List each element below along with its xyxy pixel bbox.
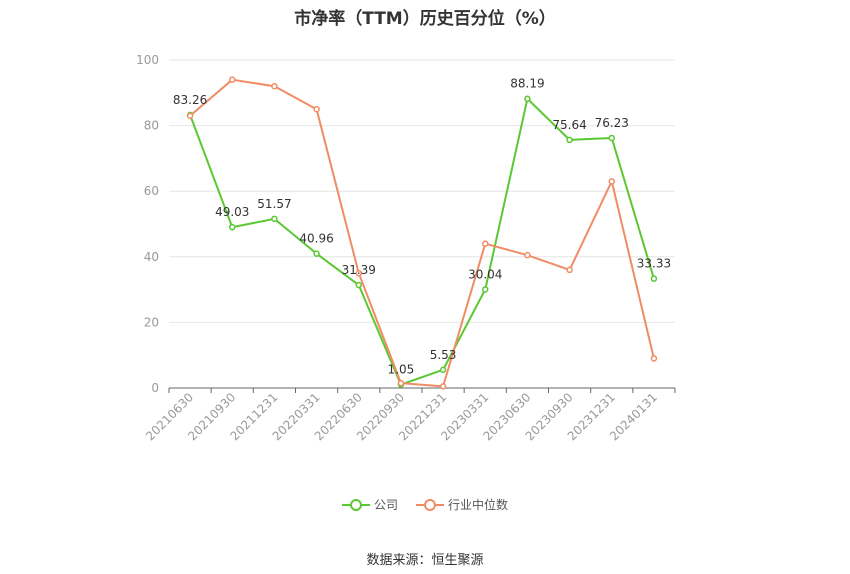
company-data-point [482, 286, 489, 293]
legend-industry-label: 行业中位数 [448, 498, 509, 512]
company-data-point [229, 223, 236, 231]
data-points [186, 76, 658, 390]
legend-company-swatch-icon [341, 498, 370, 511]
y-tick-label: 0 [151, 381, 159, 395]
data-label: 49.03 [215, 205, 249, 219]
industry-median-data-point [608, 178, 615, 185]
company-data-point [650, 275, 658, 282]
company-series-line [189, 97, 655, 386]
industry-median-series-line [189, 78, 655, 388]
company-data-point [566, 136, 573, 144]
industry-median-data-point [271, 82, 278, 90]
company-data-point [439, 366, 447, 374]
company-data-point [608, 134, 615, 142]
company-data-point [355, 281, 362, 289]
industry-median-data-point [313, 105, 320, 113]
y-tick-label: 20 [144, 315, 159, 329]
legend-industry-swatch-icon [416, 498, 444, 511]
legend: 公司 行业中位数 [0, 496, 850, 513]
data-label: 76.23 [595, 116, 629, 130]
grid-lines [169, 59, 675, 323]
y-tick-label: 80 [144, 119, 159, 133]
source-note: 数据来源：恒生聚源 [366, 553, 484, 568]
data-label: 31.39 [342, 263, 376, 277]
data-label: 33.33 [637, 257, 671, 271]
chart-title: 市净率（TTM）历史百分位（%） [294, 9, 556, 29]
legend-item-company[interactable]: 公司 [341, 496, 398, 513]
industry-median-data-point [397, 379, 405, 387]
axes: 0204060801002021063020210930202112312022… [136, 53, 676, 443]
industry-median-data-point [186, 112, 194, 120]
data-label: 30.04 [468, 267, 502, 281]
data-label: 88.19 [510, 77, 544, 91]
data-label: 83.26 [173, 93, 207, 107]
data-label: 1.05 [388, 363, 415, 377]
data-labels: 83.26 49.03 51.57 40.96 31.39 1.05 5.53 30.04 88… [173, 77, 671, 377]
y-tick-label: 40 [144, 250, 159, 264]
company-data-point [524, 95, 531, 102]
y-tick-label: 100 [136, 53, 159, 67]
industry-median-data-point [439, 383, 447, 390]
data-label: 75.64 [552, 118, 586, 132]
legend-company-label: 公司 [373, 498, 398, 512]
industry-median-data-point [482, 240, 489, 247]
industry-median-data-point [524, 251, 531, 259]
company-data-point [313, 250, 320, 257]
legend-item-industry-median[interactable]: 行业中位数 [416, 496, 508, 513]
data-label: 5.53 [430, 348, 457, 362]
company-data-point [271, 215, 278, 223]
industry-median-data-point [355, 269, 362, 277]
industry-median-data-point [650, 355, 658, 362]
data-label: 40.96 [299, 232, 333, 246]
industry-median-data-point [566, 266, 573, 274]
series-lines [189, 78, 655, 388]
industry-median-data-point [229, 76, 236, 83]
data-label: 51.57 [257, 197, 291, 211]
y-tick-label: 60 [144, 184, 159, 198]
